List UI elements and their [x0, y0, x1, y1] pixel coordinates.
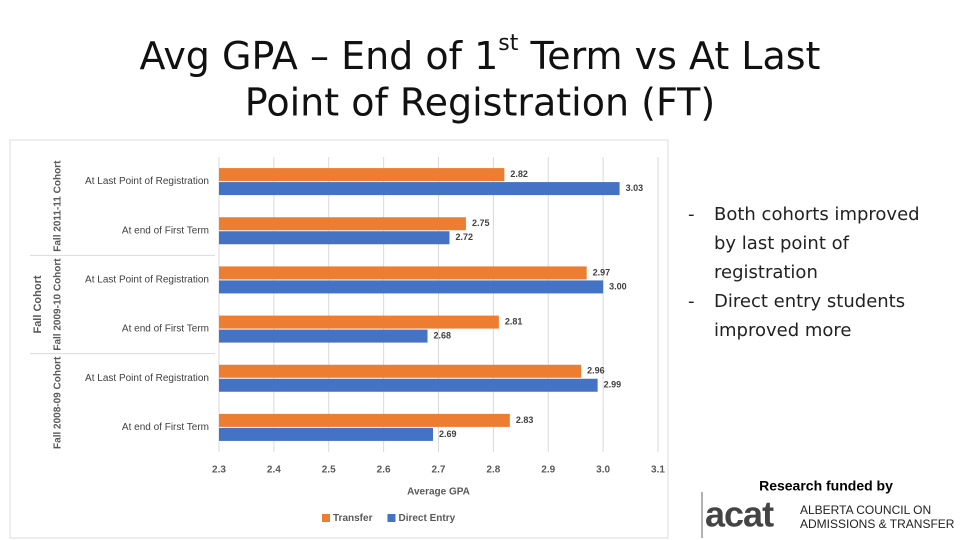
title-text: Avg GPA – End of 1: [140, 34, 499, 78]
chart-frame: [9, 139, 669, 539]
y-tick-label: At Last Point of Registration: [85, 176, 209, 187]
title-sup: st: [498, 31, 518, 56]
bar: [219, 231, 450, 245]
group-axis-label: Fall Cohort: [32, 275, 44, 333]
data-label: 2.69: [439, 429, 457, 439]
y-tick-label: At end of First Term: [122, 422, 209, 433]
data-label: 2.99: [604, 380, 622, 390]
bullet: Direct entry students improved more: [688, 287, 938, 345]
data-label: 2.75: [472, 218, 490, 228]
bar: [219, 168, 505, 182]
bar: [219, 413, 510, 427]
data-label: 2.72: [455, 232, 473, 242]
data-label: 3.03: [626, 183, 644, 193]
x-tick-label: 2.8: [486, 465, 500, 476]
x-tick-label: 2.3: [212, 465, 226, 476]
group-label: Fall 2008-09 Cohort: [53, 356, 64, 449]
x-tick-label: 3.1: [651, 465, 665, 476]
bar: [219, 182, 620, 196]
data-label: 2.68: [434, 330, 452, 340]
bar: [219, 266, 587, 280]
group-label: Fall 2011-11 Cohort: [53, 160, 64, 252]
bar: [219, 217, 466, 231]
bullet-list: Both cohorts improved by last point of r…: [688, 200, 938, 345]
x-tick-label: 2.6: [377, 465, 391, 476]
bullet: Both cohorts improved by last point of r…: [688, 200, 938, 287]
y-tick-label: At Last Point of Registration: [85, 275, 209, 286]
slide-title: Avg GPA – End of 1st Term vs At Last: [140, 31, 821, 78]
bar: [219, 280, 604, 294]
legend-swatch: [322, 514, 330, 522]
logo: acat: [705, 494, 774, 535]
funding-text: Research funded by: [759, 478, 893, 494]
legend-label: Direct Entry: [398, 513, 455, 524]
logo-org: ALBERTA COUNCIL ON: [800, 503, 931, 517]
y-tick-label: At end of First Term: [122, 324, 209, 335]
y-tick-label: At Last Point of Registration: [85, 373, 209, 384]
x-tick-label: 2.5: [322, 465, 336, 476]
legend-label: Transfer: [333, 513, 373, 524]
x-axis-label: Average GPA: [407, 487, 470, 498]
title-text: Term vs At Last: [518, 34, 820, 78]
data-label: 2.81: [505, 316, 523, 326]
data-label: 2.82: [510, 169, 528, 179]
x-tick-label: 2.4: [267, 465, 281, 476]
x-tick-label: 2.9: [541, 465, 555, 476]
y-tick-label: At end of First Term: [122, 225, 209, 236]
data-label: 2.96: [587, 366, 605, 376]
data-label: 2.97: [593, 267, 611, 277]
bar: [219, 427, 434, 441]
group-label: Fall 2009-10 Cohort: [53, 258, 64, 351]
bar: [219, 378, 598, 392]
x-tick-label: 3.0: [596, 465, 610, 476]
bar: [219, 315, 499, 329]
data-label: 2.83: [516, 415, 534, 425]
logo-org: ADMISSIONS & TRANSFER: [800, 517, 955, 531]
bar: [219, 364, 582, 378]
x-tick-label: 2.7: [432, 465, 446, 476]
data-label: 3.00: [609, 281, 627, 291]
slide-title: Point of Registration (FT): [245, 81, 715, 125]
bar: [219, 329, 428, 343]
legend-swatch: [387, 514, 396, 522]
